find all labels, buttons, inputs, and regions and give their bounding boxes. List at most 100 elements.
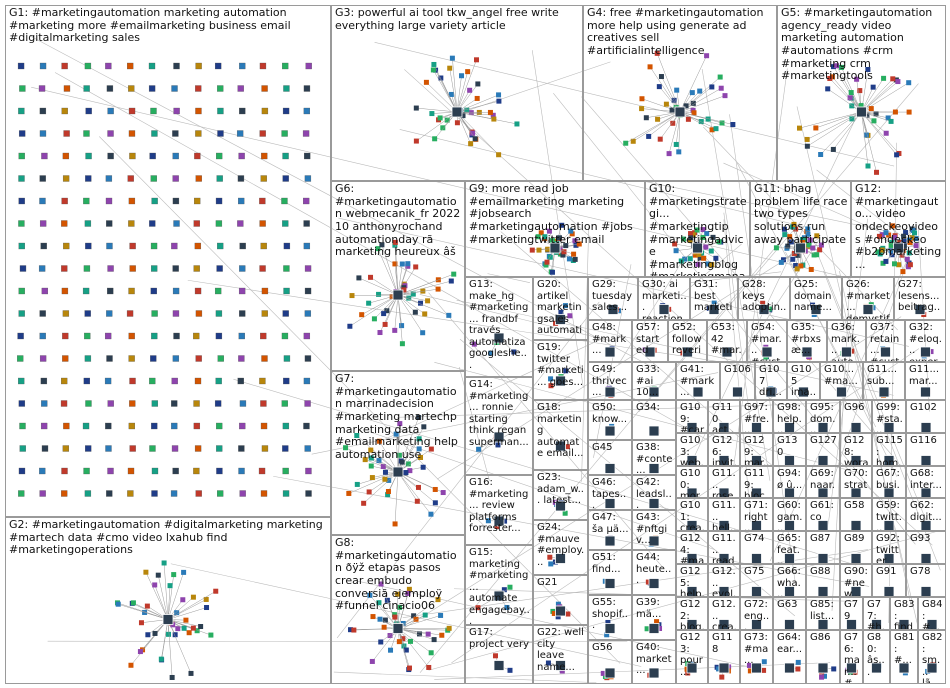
group-label: G62: digit...	[910, 500, 942, 523]
group-box: G18: marketing automate email...	[533, 400, 588, 470]
node	[259, 265, 266, 272]
edge	[356, 435, 399, 473]
node	[127, 175, 134, 182]
hub-node	[607, 304, 619, 315]
hub-node	[836, 386, 847, 398]
group-label: G128: wora...	[844, 435, 869, 466]
node	[909, 235, 915, 241]
node	[217, 242, 224, 250]
node	[39, 310, 46, 317]
node	[760, 300, 766, 306]
edge	[397, 273, 454, 296]
node	[303, 377, 311, 385]
node	[709, 262, 715, 268]
node	[454, 120, 460, 126]
edge	[625, 111, 681, 144]
group-box: G38: #conte...	[632, 440, 676, 475]
group-box: G46: tapes...	[588, 475, 632, 510]
node	[399, 261, 405, 267]
node	[238, 445, 245, 452]
node	[395, 591, 401, 597]
hub-node	[549, 242, 561, 254]
group-box: G26: #market... demystif...	[842, 277, 894, 320]
node	[688, 235, 694, 241]
node	[376, 458, 382, 464]
node	[195, 85, 202, 92]
node	[879, 247, 885, 253]
node	[18, 107, 25, 115]
node	[375, 246, 381, 252]
node	[348, 627, 354, 633]
node	[429, 111, 435, 117]
node	[696, 251, 702, 257]
node	[63, 85, 71, 92]
group-box: G55: shopif...	[588, 595, 632, 640]
edge	[356, 580, 747, 667]
node	[690, 100, 696, 106]
node	[61, 107, 68, 115]
hub-node	[392, 289, 404, 301]
node	[39, 332, 46, 340]
group-box: G34:	[632, 400, 676, 440]
group-box: G31: best marketi... anwende...	[690, 277, 738, 320]
group-label: G29: tuesday sales...	[592, 279, 633, 313]
node	[413, 616, 419, 622]
edge	[651, 258, 656, 339]
node	[713, 126, 719, 132]
node	[106, 242, 113, 250]
group-box: G88	[806, 564, 840, 597]
node	[39, 490, 46, 497]
node	[128, 130, 136, 137]
node	[672, 241, 678, 247]
group-box: G71: right...	[740, 498, 773, 531]
node	[710, 234, 716, 240]
group-box: G43: #nftgiv...	[632, 510, 676, 550]
node	[848, 90, 854, 96]
group-box: G64: ear...	[773, 630, 806, 684]
node	[261, 107, 269, 115]
node	[190, 625, 196, 631]
node	[698, 119, 704, 125]
node	[174, 610, 180, 616]
hub-node	[765, 386, 777, 398]
node	[558, 309, 564, 315]
node	[171, 242, 178, 250]
node	[260, 332, 267, 340]
node	[107, 467, 114, 475]
node	[214, 400, 222, 407]
node	[217, 85, 224, 92]
node	[186, 630, 192, 636]
node	[407, 468, 413, 474]
node	[805, 226, 811, 232]
edge	[349, 294, 399, 327]
node	[556, 235, 562, 241]
group-label: G49: thrivec...	[592, 364, 627, 398]
edge	[820, 111, 862, 155]
node	[171, 377, 178, 385]
node	[193, 332, 200, 340]
node	[465, 69, 471, 75]
edge	[456, 94, 499, 113]
node	[871, 118, 877, 124]
group-label: G39: mä...	[636, 597, 662, 620]
edge	[348, 471, 399, 494]
edge	[397, 294, 423, 333]
node	[143, 569, 149, 575]
node	[474, 95, 480, 101]
node	[150, 107, 157, 115]
node	[435, 286, 441, 292]
node	[195, 130, 202, 137]
node	[785, 243, 791, 249]
group-box: G101: crea...	[676, 498, 708, 531]
node	[432, 486, 438, 492]
group-box: G19: twitter #marketi... goes...	[533, 340, 588, 400]
node	[692, 252, 698, 258]
node	[405, 261, 411, 267]
node	[18, 220, 25, 227]
group-box: G10: #marketingstrategi... #marketingtip…	[645, 181, 750, 277]
edge	[167, 585, 171, 620]
node	[705, 261, 711, 267]
node	[236, 130, 244, 137]
node	[571, 251, 577, 257]
node	[388, 647, 394, 653]
